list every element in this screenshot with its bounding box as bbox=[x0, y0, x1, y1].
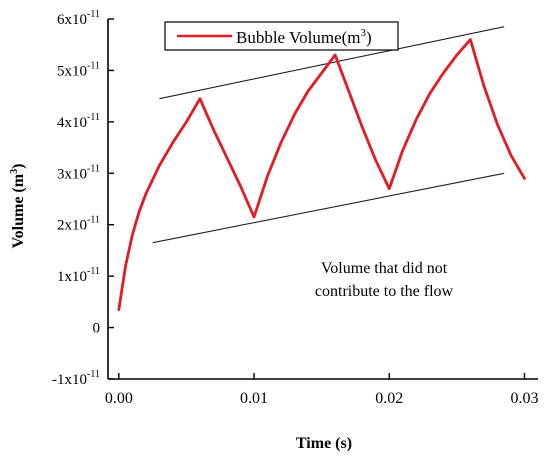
envelope-layer bbox=[152, 26, 505, 244]
legend-label-base: Bubble Volume(m bbox=[236, 28, 361, 47]
y-tick-label: 2x10-11 bbox=[57, 215, 100, 234]
y-tick-label: 6x10-11 bbox=[57, 9, 100, 28]
x-tick-label: 0.00 bbox=[105, 390, 133, 407]
y-axis-label-base: Volume (m bbox=[10, 173, 27, 248]
axes-layer bbox=[107, 19, 538, 380]
upper-envelope-line bbox=[159, 26, 505, 100]
lower-envelope-line bbox=[152, 172, 505, 244]
legend-label: Bubble Volume(m3) bbox=[236, 27, 372, 47]
x-tick-label: 0.03 bbox=[510, 390, 538, 407]
y-tick-label: -1x10-11 bbox=[52, 369, 100, 388]
legend-label-sup: 3 bbox=[361, 27, 367, 39]
legend: Bubble Volume(m3) bbox=[164, 21, 399, 51]
y-tick-label: 0 bbox=[93, 321, 101, 337]
y-tick-label: 1x10-11 bbox=[57, 266, 100, 285]
series-line-bubble-volume bbox=[117, 38, 526, 311]
x-axis-label: Time (s) bbox=[296, 435, 352, 452]
y-axis-label-close: ) bbox=[10, 164, 27, 169]
series-layer bbox=[117, 38, 526, 311]
annotation: Volume that did not contribute to the fl… bbox=[315, 260, 454, 300]
legend-label-close: ) bbox=[366, 28, 372, 47]
ticks-layer: 0.00 0.01 0.02 0.03 -1x10-11 0 1x10-11 2x10-11 3… bbox=[52, 9, 538, 407]
annotation-line-1: Volume that did not bbox=[321, 260, 448, 277]
y-tick-label: 5x10-11 bbox=[57, 60, 100, 79]
annotation-line-2: contribute to the flow bbox=[315, 283, 454, 300]
y-tick-label: 4x10-11 bbox=[57, 112, 100, 131]
y-tick-label: 3x10-11 bbox=[57, 163, 100, 182]
x-tick-label: 0.02 bbox=[375, 390, 403, 407]
y-axis-label: Volume (m3) bbox=[9, 164, 27, 249]
x-tick-label: 0.01 bbox=[240, 390, 268, 407]
y-axis-label-sup: 3 bbox=[9, 169, 20, 174]
